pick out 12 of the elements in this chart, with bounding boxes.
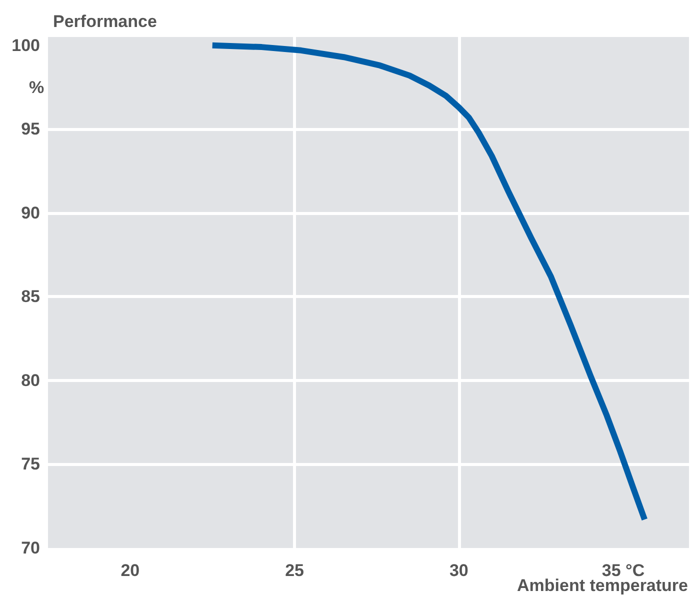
y-tick-label: 75 [21,454,40,474]
y-tick-label: 70 [21,538,40,558]
y-tick-label: 85 [21,287,40,306]
x-tick-label: 20 [120,561,140,580]
y-axis-title: % [29,78,44,97]
x-tick-label: 25 [285,561,304,580]
y-tick-label: 95 [21,120,40,139]
x-tick-label: 30 [449,561,468,580]
y-tick-label: 90 [21,203,40,222]
y-tick-label: 80 [21,370,40,390]
y-tick-label: 100 [12,36,40,55]
chart-title: Performance [53,12,157,31]
